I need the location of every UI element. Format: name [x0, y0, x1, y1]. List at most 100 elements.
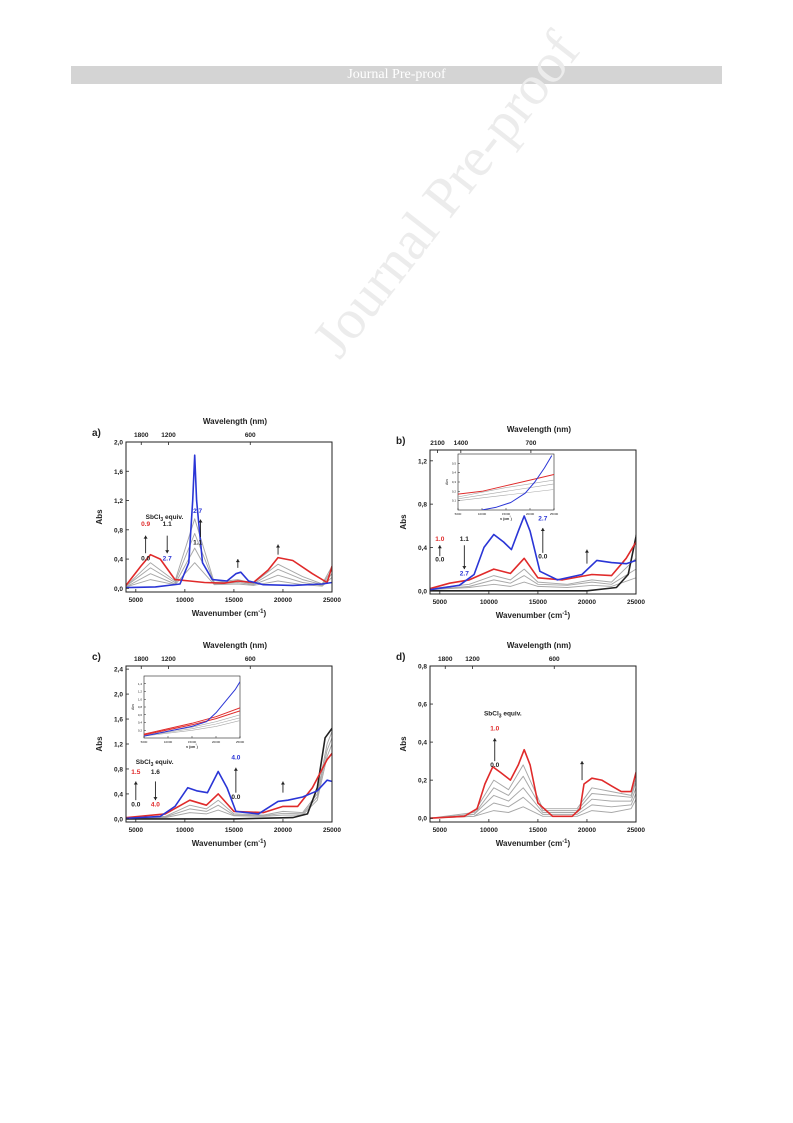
annotation-arrow-head [437, 545, 442, 549]
annotation-label: 0.0 [538, 553, 547, 560]
inset-x-tick-label: 10000 [164, 740, 173, 744]
inset-y-tick-label: 0,5 [452, 461, 457, 465]
annotation-arrow-head [235, 559, 240, 563]
main-series-line-0 [430, 577, 636, 591]
annotation-label: 0.0 [131, 801, 140, 808]
top-axis-title: Wavelength (nm) [507, 641, 571, 650]
x-tick-label: 5000 [129, 827, 144, 834]
inset-x-tick-label: 15000 [502, 512, 511, 516]
y-axis-label: Abs [95, 509, 104, 525]
inset-y-tick-label: 0,8 [138, 705, 143, 709]
inset-series-line-0 [458, 489, 554, 501]
inset-y-tick-label: 0,1 [452, 499, 457, 503]
inset-y-tick-label: 0,2 [452, 489, 457, 493]
annotation-label: 0.9 [141, 521, 150, 528]
x-tick-label: 10000 [480, 827, 498, 834]
panel-label: d) [396, 652, 405, 663]
annotation-label: 2.7 [460, 571, 469, 578]
y-tick-label: 0,0 [114, 586, 123, 593]
inset-y-tick-label: 1,4 [138, 682, 143, 686]
chart-panel-a: a) Wavelength (nm) 1800 1200 600 5000 10000 150… [92, 417, 341, 618]
main-series-line-4 [126, 752, 332, 819]
y-tick-label: 1,6 [114, 469, 123, 476]
main-series-line-1 [126, 547, 332, 588]
top-tick-label: 1200 [465, 656, 480, 663]
annotation-title: SbCl3 equiv. [136, 759, 174, 768]
inset-x-tick-label: 25000 [236, 740, 245, 744]
inset-series-line-1 [144, 717, 240, 736]
annotation-label: 1.0 [490, 726, 499, 733]
main-series-line-2 [126, 731, 332, 819]
annotation-arrow-head [153, 797, 158, 801]
x-tick-label: 15000 [529, 599, 547, 606]
x-tick-label: 20000 [274, 597, 292, 604]
inset-x-tick-label: 25000 [550, 512, 559, 516]
x-tick-label: 25000 [323, 827, 341, 834]
y-tick-label: 0,0 [418, 816, 427, 823]
annotation-arrow-head [233, 767, 238, 771]
y-tick-label: 0,4 [418, 545, 427, 552]
x-tick-label: 25000 [323, 597, 341, 604]
x-tick-label: 25000 [627, 599, 645, 606]
x-axis-label: Wavenumber (cm-1) [496, 839, 571, 848]
annotation-label: 1.1 [193, 539, 202, 546]
x-tick-label: 15000 [225, 827, 243, 834]
y-tick-label: 0,0 [114, 816, 123, 823]
y-tick-label: 1,2 [418, 458, 427, 465]
annotation-label: 4.0 [231, 755, 240, 762]
main-series-line-3 [430, 775, 636, 819]
main-series-line-2 [430, 557, 636, 590]
annotation-label: 1.1 [163, 521, 172, 528]
annotation-arrow-head [198, 519, 203, 523]
top-tick-label: 1800 [134, 656, 149, 663]
y-tick-label: 2,4 [114, 667, 123, 674]
y-tick-label: 2,0 [114, 440, 123, 447]
main-series-line-5 [126, 770, 332, 820]
series-group [126, 727, 332, 820]
y-tick-label: 2,0 [114, 692, 123, 699]
main-series-line-1 [430, 793, 636, 819]
annotation-label: 0.0 [231, 794, 240, 801]
x-tick-label: 20000 [578, 827, 596, 834]
x-tick-label: 10000 [480, 599, 498, 606]
annotation-label: 0.0 [435, 557, 444, 564]
annotation-label: 2.7 [163, 556, 172, 563]
x-tick-label: 20000 [578, 599, 596, 606]
inset-y-tick-label: 1,0 [138, 697, 143, 701]
x-tick-label: 5000 [433, 599, 448, 606]
annotation-label: 2.7 [538, 515, 547, 522]
panel-label: b) [396, 436, 405, 447]
top-tick-label: 1800 [134, 432, 149, 439]
annotation-label: 1.1 [460, 536, 469, 543]
y-axis-label: Abs [399, 736, 408, 752]
inset-y-tick-label: 1,2 [138, 690, 143, 694]
y-tick-label: 1,2 [114, 742, 123, 749]
x-tick-label: 10000 [176, 827, 194, 834]
annotation-arrow-head [540, 527, 545, 531]
x-tick-label: 15000 [529, 827, 547, 834]
top-tick-label: 700 [525, 440, 536, 447]
inset-y-tick-label: 0,3 [452, 480, 457, 484]
x-tick-label: 25000 [627, 827, 645, 834]
y-tick-label: 0,8 [114, 766, 123, 773]
inset-series-line-0 [144, 720, 240, 737]
inset-series-line-2 [458, 479, 554, 498]
annotation-arrow-head [462, 566, 467, 570]
top-tick-label: 2100 [430, 440, 445, 447]
top-tick-label: 1200 [161, 656, 176, 663]
annotation-arrow-head [492, 738, 497, 742]
top-axis-title: Wavelength (nm) [507, 425, 571, 434]
y-axis-label: Abs [95, 736, 104, 752]
inset-x-tick-label: 10000 [478, 512, 487, 516]
main-series-line-5 [126, 454, 332, 589]
inset-frame [457, 453, 555, 511]
inset-series-line-3 [144, 710, 240, 736]
main-series-line-0 [126, 743, 332, 819]
annotation-label: 4.0 [151, 801, 160, 808]
series-group [430, 748, 636, 819]
inset-y-tick-label: 0,4 [138, 721, 143, 725]
top-tick-label: 1400 [454, 440, 469, 447]
x-tick-label: 5000 [433, 827, 448, 834]
annotation-title: SbCl3 equiv. [484, 710, 522, 719]
annotation-arrow-head [580, 761, 585, 765]
